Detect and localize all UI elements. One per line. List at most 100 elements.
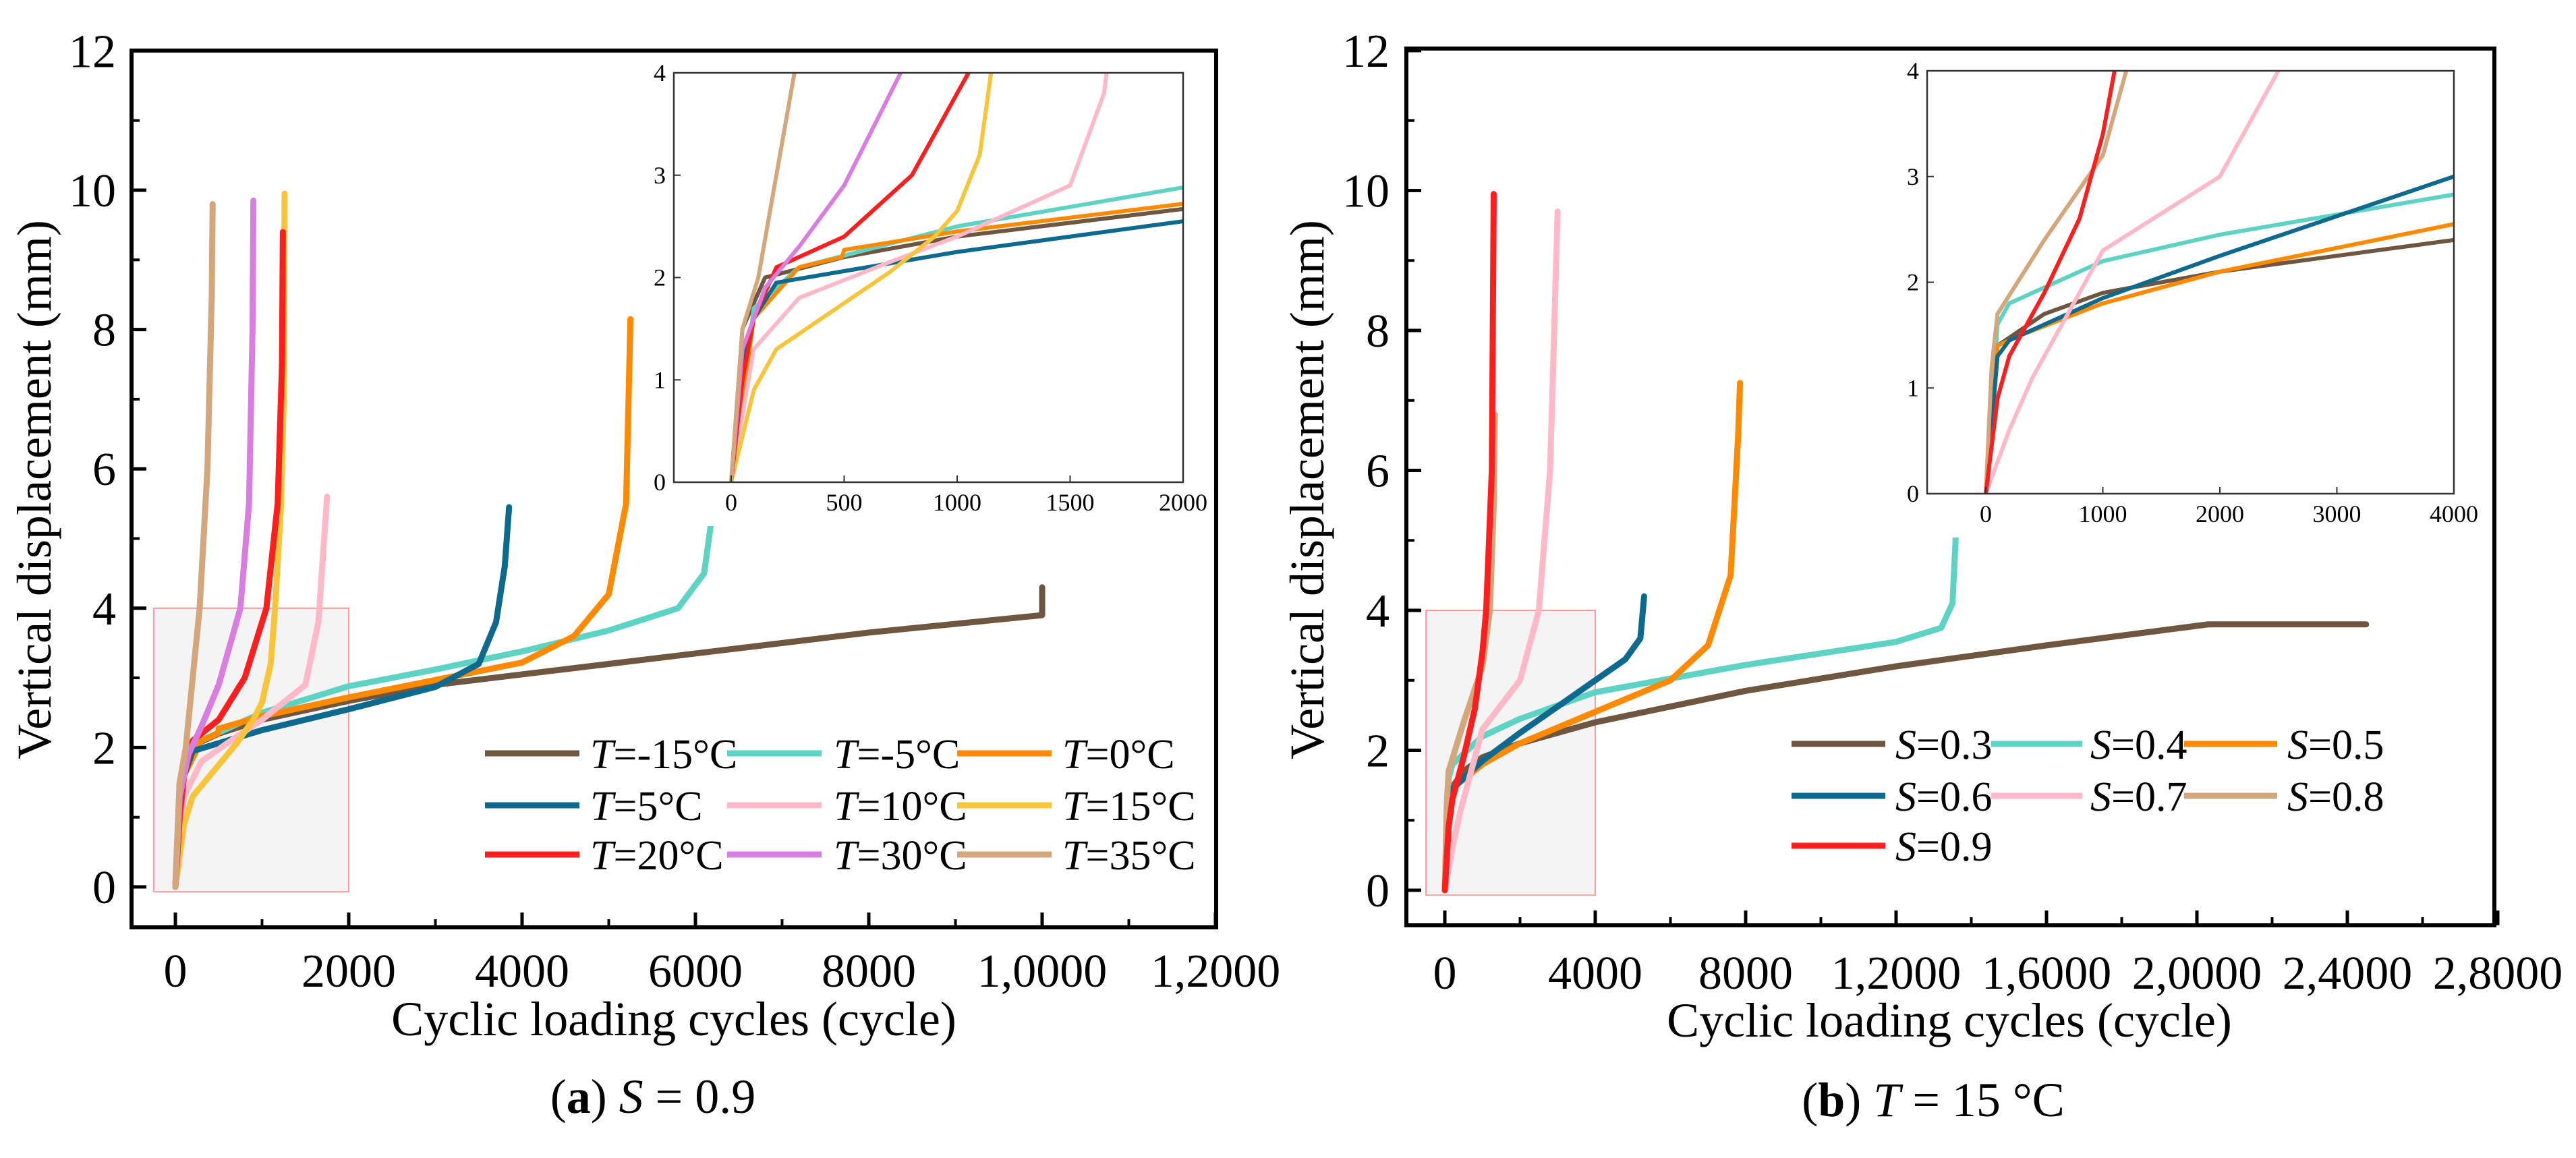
inset-x-tick-label: 4000 bbox=[2430, 500, 2478, 527]
legend-item: S=0.7 bbox=[1991, 774, 2187, 820]
inset-series-group bbox=[729, 73, 1183, 482]
legend-item: S=0.6 bbox=[1792, 774, 1992, 820]
caption-paren-close: ) bbox=[591, 1070, 619, 1124]
legend-item: T=20°C bbox=[485, 833, 724, 879]
y-tick-label: 2 bbox=[92, 722, 116, 774]
legend-value: =-15°C bbox=[613, 732, 737, 778]
legend-item: T=-5°C bbox=[727, 732, 960, 778]
legend-item: T=5°C bbox=[485, 784, 703, 830]
x-tick-label: 2,4000 bbox=[2283, 948, 2413, 1000]
legend-var: S bbox=[2287, 722, 2308, 768]
legend-value: =0°C bbox=[1085, 732, 1174, 778]
chart-a-temperature: 0 2000 4000 6000 8000 1,0000 1,2000024681012Cy… bbox=[7, 26, 1281, 1124]
legend-item: T=10°C bbox=[727, 784, 967, 830]
legend-item: T=-15°C bbox=[485, 732, 737, 778]
legend-item: S=0.8 bbox=[2184, 774, 2384, 820]
legend-var: S bbox=[1895, 774, 1916, 820]
legend-value: =35°C bbox=[1085, 833, 1195, 879]
legend-var: S bbox=[1895, 824, 1916, 870]
legend-var: T bbox=[1062, 833, 1089, 879]
legend-label: S=0.3 bbox=[1895, 722, 1992, 768]
inset-series-line-3 bbox=[1984, 174, 2454, 494]
y-tick-label: 4 bbox=[92, 583, 116, 635]
legend-label: T=35°C bbox=[1062, 833, 1196, 879]
legend-value: =0.8 bbox=[2308, 774, 2384, 820]
series-line-4 bbox=[1441, 208, 1561, 894]
x-tick-label: 8000 bbox=[822, 946, 916, 997]
inset-y-tick-label: 0 bbox=[1907, 480, 1919, 507]
y-tick-label: 10 bbox=[1342, 166, 1390, 218]
legend: S=0.3 S=0.4 S=0.5S=0.6 S=0.7 S=0.8S=0.9 bbox=[1792, 722, 2384, 870]
y-tick-label: 0 bbox=[92, 862, 116, 914]
caption-value: = 15 °C bbox=[1900, 1073, 2064, 1127]
y-axis-label: Vertical displacement (mm) bbox=[7, 220, 61, 759]
inset-series-line-7 bbox=[729, 73, 903, 482]
subfigure-caption: (b) T = 15 °C bbox=[1802, 1073, 2064, 1127]
y-tick-label: 8 bbox=[92, 305, 116, 357]
inset-x-tick-label: 0 bbox=[1980, 500, 1992, 527]
legend-value: =0.5 bbox=[2308, 722, 2384, 768]
legend-var: S bbox=[2287, 774, 2308, 820]
y-tick-label: 0 bbox=[1366, 865, 1390, 917]
legend-item: S=0.3 bbox=[1792, 722, 1992, 768]
series-line-6 bbox=[1441, 191, 1497, 894]
subfigure-caption: (a) S = 0.9 bbox=[550, 1070, 756, 1124]
legend-var: T bbox=[834, 732, 860, 778]
x-tick-label: 1,2000 bbox=[1831, 948, 1962, 1000]
legend-label: T=-5°C bbox=[834, 732, 960, 778]
legend-label: S=0.4 bbox=[2090, 722, 2187, 768]
legend-var: S bbox=[2090, 774, 2111, 820]
legend-var: T bbox=[590, 833, 617, 879]
legend-value: =0.7 bbox=[2111, 774, 2187, 820]
legend-var: T bbox=[590, 784, 617, 830]
legend-label: T=5°C bbox=[590, 784, 703, 830]
inset-x-tick-label: 1000 bbox=[2079, 500, 2127, 527]
inset-chart: 0 500 1000 1500 2000 0 1 2 3 4 bbox=[643, 59, 1207, 526]
caption-paren-close: ) bbox=[1845, 1073, 1873, 1127]
x-tick-label: 0 bbox=[1433, 948, 1457, 1000]
x-axis-label: Cyclic loading cycles (cycle) bbox=[391, 992, 956, 1046]
legend-var: S bbox=[2090, 722, 2111, 768]
legend-var: T bbox=[834, 833, 860, 879]
legend-value: =0.6 bbox=[1916, 774, 1992, 820]
legend-label: T=-15°C bbox=[590, 732, 737, 778]
y-tick-label: 12 bbox=[69, 26, 116, 78]
series-group bbox=[1441, 191, 2370, 894]
legend-label: S=0.9 bbox=[1895, 824, 1992, 870]
inset-y-tick-label: 2 bbox=[1907, 269, 1919, 296]
y-tick-label: 6 bbox=[1366, 446, 1390, 498]
legend-value: =5°C bbox=[613, 784, 702, 830]
chart-b-stress-ratio: 0 4000 8000 1,2000 1,6000 2,0000 2,4000 2,80000… bbox=[1280, 26, 2563, 1127]
inset-series-line-4 bbox=[729, 73, 1109, 482]
legend-item: T=15°C bbox=[957, 784, 1196, 830]
y-tick-label: 4 bbox=[1366, 585, 1390, 637]
inset-x-tick-label: 1500 bbox=[1046, 489, 1095, 516]
legend-value: =0.3 bbox=[1916, 722, 1992, 768]
series-line-8 bbox=[172, 201, 216, 890]
caption-paren-open: ( bbox=[1802, 1073, 1818, 1127]
legend: T=-15°C T=-5°C T=0°CT=5°C T=10°C T=15°CT=20°… bbox=[485, 732, 1196, 879]
legend-item: T=0°C bbox=[957, 732, 1175, 778]
x-tick-label: 8000 bbox=[1698, 948, 1793, 1000]
inset-x-tick-label: 3000 bbox=[2313, 500, 2362, 527]
x-tick-label: 1,2000 bbox=[1151, 946, 1281, 997]
legend-var: T bbox=[590, 732, 617, 778]
inset-x-tick-label: 500 bbox=[826, 489, 863, 516]
legend-label: T=10°C bbox=[834, 784, 967, 830]
legend-var: T bbox=[1062, 732, 1089, 778]
inset-background bbox=[643, 66, 1203, 526]
inset-series-line-5 bbox=[1984, 71, 2129, 494]
x-tick-label: 0 bbox=[164, 946, 188, 997]
caption-letter: b bbox=[1818, 1073, 1845, 1127]
inset-x-tick-label: 2000 bbox=[2196, 500, 2244, 527]
x-tick-label: 1,0000 bbox=[977, 946, 1108, 997]
inset-y-tick-label: 3 bbox=[654, 162, 666, 189]
legend-label: T=0°C bbox=[1062, 732, 1175, 778]
inset-series-line-0 bbox=[729, 206, 1183, 482]
legend-value: =10°C bbox=[857, 784, 967, 830]
legend-label: S=0.6 bbox=[1895, 774, 1992, 820]
caption-paren-open: ( bbox=[550, 1070, 567, 1124]
legend-var: T bbox=[1062, 784, 1089, 830]
y-axis-label: Vertical displacement (mm) bbox=[1280, 220, 1334, 759]
caption-value: = 0.9 bbox=[643, 1070, 756, 1124]
